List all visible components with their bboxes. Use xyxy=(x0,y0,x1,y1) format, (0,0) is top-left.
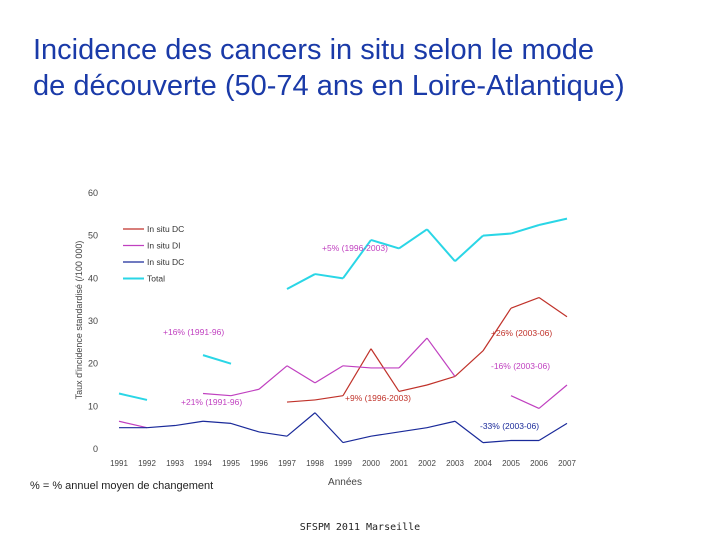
x-tick-label: 2002 xyxy=(418,459,436,468)
series-segment xyxy=(510,395,540,410)
series-segment xyxy=(482,232,512,237)
series-segment xyxy=(286,365,316,384)
y-tick-label: 20 xyxy=(88,359,98,369)
series-segment xyxy=(370,238,400,250)
page-title: Incidence des cancers in situ selon le m… xyxy=(33,32,703,104)
series-segment xyxy=(398,427,428,433)
y-tick-label: 0 xyxy=(93,444,98,454)
series-segment xyxy=(258,365,288,390)
series-segment xyxy=(202,392,232,397)
series-2 xyxy=(118,337,568,429)
series-segment xyxy=(370,431,400,437)
series-segment xyxy=(426,337,456,377)
series-segment xyxy=(426,228,456,262)
series-segment xyxy=(538,384,568,409)
series-segment xyxy=(510,224,540,235)
series-segment xyxy=(118,420,148,429)
y-tick-label: 40 xyxy=(88,273,98,283)
series-segment xyxy=(314,395,344,401)
series-segment xyxy=(482,439,512,444)
series-segment xyxy=(482,307,512,352)
annotation-label: +26% (2003-06) xyxy=(491,328,552,338)
series-segment xyxy=(538,297,568,318)
series-segment xyxy=(398,337,428,369)
x-tick-label: 1993 xyxy=(166,459,184,468)
title-line-2: de découverte (50-74 ans en Loire-Atlant… xyxy=(33,70,625,102)
series-segment xyxy=(342,365,372,369)
annotation-label: +16% (1991-96) xyxy=(163,327,224,337)
x-tick-label: 1992 xyxy=(138,459,156,468)
series-segment xyxy=(342,239,372,279)
series-segment xyxy=(202,354,232,365)
x-tick-label: 1995 xyxy=(222,459,240,468)
x-tick-label: 1994 xyxy=(194,459,212,468)
series-segment xyxy=(258,431,288,437)
annotation-label: -33% (2003-06) xyxy=(480,421,539,431)
series-segment xyxy=(174,420,204,427)
x-tick-label: 2005 xyxy=(502,459,520,468)
series-segment xyxy=(230,388,260,397)
title-line-1: Incidence des cancers in situ selon le m… xyxy=(33,34,594,66)
series-segment xyxy=(286,273,316,290)
legend-label: In situ DC xyxy=(147,257,184,267)
x-tick-label: 1997 xyxy=(278,459,296,468)
series-segment xyxy=(370,348,400,392)
series-segment xyxy=(286,399,316,403)
x-tick-label: 2003 xyxy=(446,459,464,468)
x-tick-label: 2006 xyxy=(530,459,548,468)
x-tick-label: 1996 xyxy=(250,459,268,468)
series-segment xyxy=(426,420,456,429)
y-tick-label: 30 xyxy=(88,316,98,326)
x-tick-label: 1998 xyxy=(306,459,324,468)
series-segment xyxy=(314,365,344,384)
series-segment xyxy=(398,228,428,250)
y-tick-label: 10 xyxy=(88,401,98,411)
series-segment xyxy=(342,348,372,396)
series-3 xyxy=(119,412,568,444)
series-segment xyxy=(454,350,484,377)
series-segment xyxy=(342,435,372,444)
legend-label: In situ DI xyxy=(147,241,181,251)
series-segment xyxy=(286,412,316,437)
series-segment xyxy=(538,422,568,441)
x-tick-label: 2000 xyxy=(362,459,380,468)
x-tick-label: 1999 xyxy=(334,459,352,468)
legend-label: In situ DC xyxy=(147,224,184,234)
series-segment xyxy=(398,384,428,392)
y-axis-label: Taux d'incidence standardisé (/100 000) xyxy=(74,241,84,400)
x-tick-label: 1991 xyxy=(110,459,128,468)
x-axis-label: Années xyxy=(328,477,362,488)
x-tick-label: 2004 xyxy=(474,459,492,468)
series-segment xyxy=(314,273,344,280)
series-4 xyxy=(118,217,568,401)
series-segment xyxy=(510,296,540,309)
y-tick-label: 60 xyxy=(88,188,98,198)
legend-label: Total xyxy=(147,274,165,284)
x-tick-label: 2001 xyxy=(390,459,408,468)
series-segment xyxy=(538,217,568,226)
series-segment xyxy=(230,422,260,433)
series-segment xyxy=(426,375,456,386)
annotation-label: +5% (1996-2003) xyxy=(322,243,388,253)
annotation-label: -16% (2003-06) xyxy=(491,361,550,371)
y-tick-label: 50 xyxy=(88,231,98,241)
annotation-label: +9% (1996-2003) xyxy=(345,393,411,403)
annotation-label: +21% (1991-96) xyxy=(181,397,242,407)
series-segment xyxy=(146,424,176,429)
footer-text: SFSPM 2011 Marseille xyxy=(299,522,421,533)
series-segment xyxy=(314,412,344,444)
x-tick-label: 2007 xyxy=(558,459,576,468)
series-segment xyxy=(454,420,484,444)
series-segment xyxy=(454,234,484,263)
series-segment xyxy=(202,420,232,424)
footnote: % = % annuel moyen de changement xyxy=(30,480,214,492)
series-segment xyxy=(118,392,148,401)
series-1 xyxy=(286,296,568,403)
